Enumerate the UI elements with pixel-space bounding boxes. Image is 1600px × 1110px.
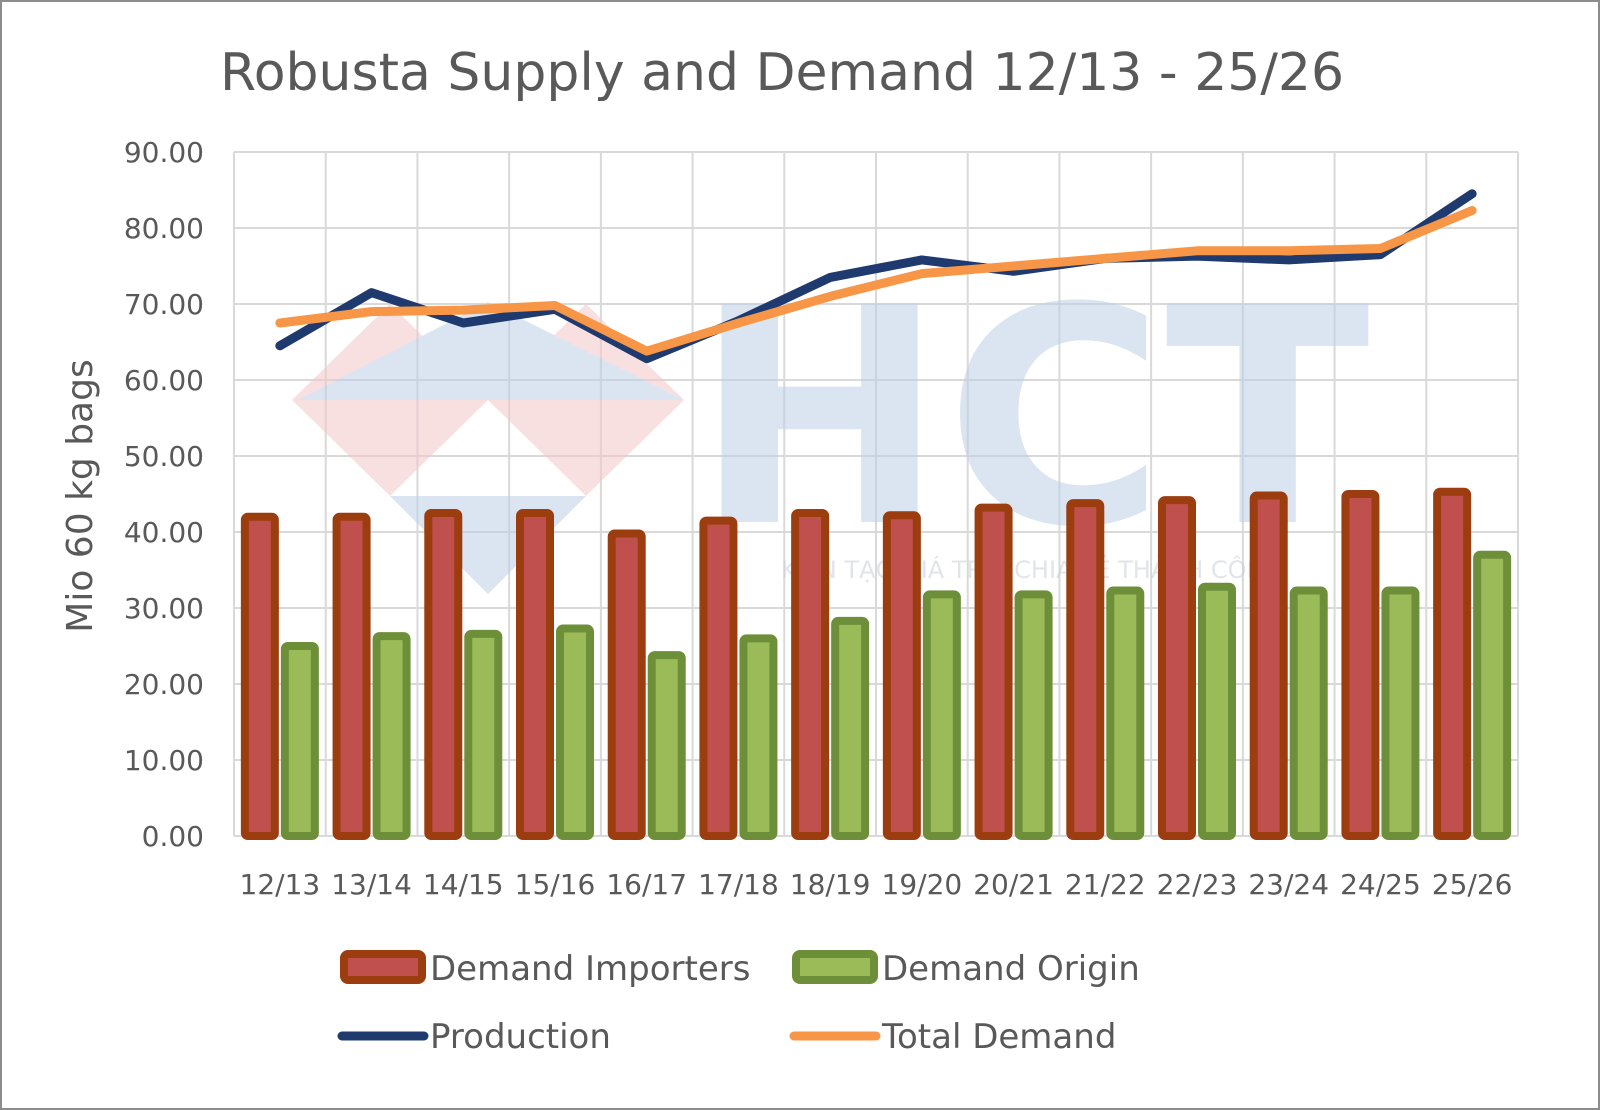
point-total-demand bbox=[1104, 257, 1106, 259]
bar-series-group bbox=[240, 487, 1512, 841]
point-total-demand bbox=[1196, 250, 1198, 252]
point-total-demand bbox=[646, 350, 648, 352]
legend-label-production: Production bbox=[430, 1017, 611, 1057]
bar-demand-origin bbox=[372, 632, 411, 840]
bar-demand-origin bbox=[1473, 550, 1512, 840]
point-production bbox=[371, 292, 373, 294]
bar-demand-origin bbox=[739, 634, 778, 841]
y-axis-label: Mio 60 kg bags bbox=[60, 359, 101, 632]
bar-demand-origin bbox=[1381, 586, 1420, 841]
bar-demand-importers bbox=[1158, 496, 1196, 840]
x-tick-label: 17/18 bbox=[698, 868, 779, 901]
y-tick-label: 90.00 bbox=[124, 136, 204, 169]
x-tick-label: 22/23 bbox=[1157, 868, 1238, 901]
legend-label-total-demand: Total Demand bbox=[881, 1017, 1116, 1057]
bar-demand-origin bbox=[1014, 590, 1053, 840]
x-axis-tick-labels: 12/13 13/14 14/15 15/16 16/17 17/18 18/19 19/20… bbox=[240, 868, 1513, 901]
bar-demand-origin bbox=[1106, 586, 1145, 841]
bar-demand-importers bbox=[332, 512, 371, 840]
point-total-demand bbox=[279, 322, 281, 324]
point-total-demand bbox=[737, 322, 739, 324]
point-production bbox=[921, 259, 923, 261]
legend-label-demand-origin: Demand Origin bbox=[882, 949, 1140, 989]
y-tick-label: 30.00 bbox=[124, 592, 204, 625]
point-production bbox=[279, 345, 281, 347]
point-total-demand bbox=[554, 305, 556, 307]
point-production bbox=[462, 322, 464, 324]
point-production bbox=[1013, 270, 1015, 272]
x-tick-label: 23/24 bbox=[1248, 868, 1329, 901]
watermark-diamond-bottom-icon bbox=[390, 496, 586, 594]
bar-demand-origin bbox=[1198, 582, 1236, 840]
y-tick-label: 20.00 bbox=[124, 668, 204, 701]
point-production bbox=[1379, 254, 1381, 256]
legend: Demand Importers Demand Origin Production T… bbox=[337, 949, 1140, 1057]
point-total-demand bbox=[1288, 250, 1290, 252]
bar-demand-origin bbox=[922, 590, 961, 840]
bar-demand-importers bbox=[240, 512, 279, 840]
point-total-demand bbox=[1471, 210, 1473, 212]
point-total-demand bbox=[462, 309, 464, 311]
watermark-tagline: KIẾN TẠO GIÁ TRỊ - CHIA SẺ THÀNH CÔNG bbox=[781, 552, 1283, 584]
point-total-demand bbox=[921, 273, 923, 275]
x-tick-label: 14/15 bbox=[423, 868, 504, 901]
gridlines bbox=[233, 151, 1519, 837]
x-tick-label: 20/21 bbox=[973, 868, 1054, 901]
x-tick-label: 21/22 bbox=[1065, 868, 1146, 901]
point-production bbox=[646, 358, 648, 360]
watermark-diamond-upper-icon bbox=[298, 302, 684, 400]
bar-demand-importers bbox=[1433, 487, 1472, 840]
x-tick-label: 25/26 bbox=[1432, 868, 1513, 901]
y-tick-label: 80.00 bbox=[124, 212, 204, 245]
y-tick-label: 40.00 bbox=[124, 516, 204, 549]
bar-demand-origin bbox=[831, 616, 870, 840]
point-production bbox=[1471, 193, 1473, 195]
line-total-demand bbox=[275, 206, 1477, 356]
y-tick-label: 70.00 bbox=[124, 288, 204, 321]
bar-demand-importers bbox=[1341, 490, 1380, 840]
x-tick-label: 15/16 bbox=[515, 868, 596, 901]
y-tick-label: 60.00 bbox=[124, 364, 204, 397]
x-tick-label: 16/17 bbox=[606, 868, 687, 901]
y-tick-label: 50.00 bbox=[124, 440, 204, 473]
bar-demand-importers bbox=[516, 509, 554, 840]
x-tick-label: 24/25 bbox=[1340, 868, 1421, 901]
point-total-demand bbox=[1013, 265, 1015, 267]
point-total-demand bbox=[829, 295, 831, 297]
bar-demand-importers bbox=[1249, 491, 1288, 840]
bar-demand-origin bbox=[647, 651, 686, 840]
legend-swatch-demand-origin bbox=[792, 950, 878, 984]
legend-swatch-demand-importers bbox=[340, 950, 426, 984]
bar-demand-importers bbox=[882, 511, 921, 841]
point-production bbox=[1288, 259, 1290, 261]
bar-demand-importers bbox=[1066, 499, 1105, 840]
chart-title: Robusta Supply and Demand 12/13 - 25/26 bbox=[220, 43, 1344, 103]
bar-demand-origin bbox=[556, 624, 594, 841]
bar-demand-importers bbox=[699, 516, 738, 840]
bar-demand-importers bbox=[424, 509, 463, 840]
legend-label-demand-importers: Demand Importers bbox=[430, 949, 750, 989]
bar-demand-origin bbox=[1289, 586, 1328, 841]
bar-demand-importers bbox=[791, 509, 830, 840]
y-axis-tick-labels: 0.00 10.00 20.00 30.00 40.00 50.00 60.00 70.00 8… bbox=[124, 136, 204, 853]
bar-demand-importers bbox=[607, 529, 646, 841]
x-tick-label: 18/19 bbox=[790, 868, 871, 901]
y-tick-label: 10.00 bbox=[124, 744, 204, 777]
x-tick-label: 12/13 bbox=[240, 868, 321, 901]
point-production bbox=[829, 276, 831, 278]
bar-demand-importers bbox=[974, 503, 1013, 840]
point-total-demand bbox=[371, 311, 373, 313]
line-production bbox=[275, 189, 1477, 364]
line-series-group bbox=[275, 189, 1477, 364]
bar-demand-origin bbox=[280, 642, 319, 840]
point-production bbox=[1196, 255, 1198, 257]
x-tick-label: 19/20 bbox=[882, 868, 963, 901]
x-tick-label: 13/14 bbox=[331, 868, 412, 901]
y-tick-label: 0.00 bbox=[142, 820, 204, 853]
point-total-demand bbox=[1379, 248, 1381, 250]
bar-demand-origin bbox=[464, 629, 503, 841]
